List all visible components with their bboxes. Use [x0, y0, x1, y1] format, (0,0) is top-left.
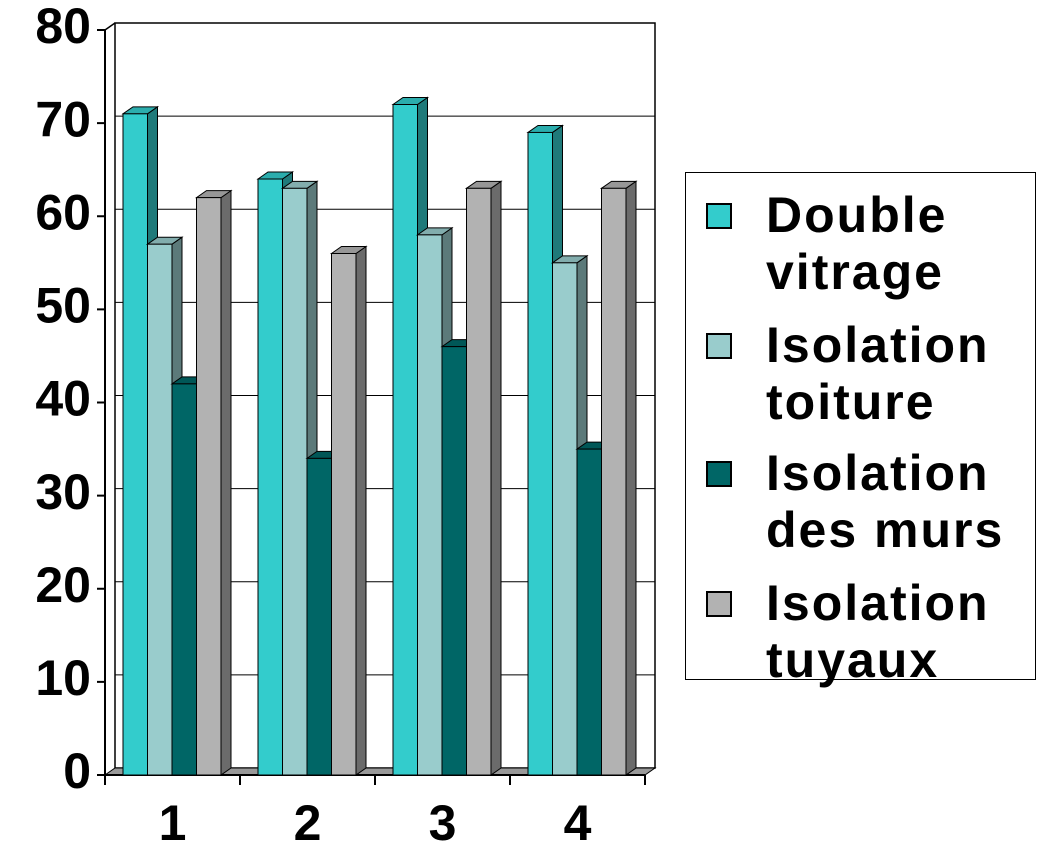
bar	[171, 383, 197, 776]
bar	[527, 131, 553, 776]
y-tick-label: 70	[35, 91, 91, 147]
y-tick-label: 20	[35, 557, 91, 613]
y-tick-label: 0	[63, 743, 91, 799]
legend-label: Isolation des murs	[766, 445, 1005, 558]
bar	[282, 187, 308, 776]
legend-item: Isolation tuyaux	[706, 575, 1036, 689]
x-tick-label: 4	[564, 795, 592, 842]
x-tick-label: 3	[429, 795, 457, 842]
legend-item: Isolation toiture	[706, 317, 1036, 431]
bar	[147, 243, 173, 776]
y-axis-join	[104, 22, 116, 31]
bar	[196, 197, 222, 776]
bar	[331, 253, 357, 776]
bar-side	[625, 180, 637, 776]
legend-swatch	[706, 203, 732, 229]
legend-swatch	[706, 333, 732, 359]
legend-label: Isolation toiture	[766, 317, 990, 430]
x-tick-label: 2	[294, 795, 322, 842]
y-tick-label: 40	[35, 371, 91, 427]
bar	[466, 187, 492, 776]
legend: Double vitrage Isolation toiture Isolation…	[685, 172, 1036, 688]
bar	[257, 178, 283, 776]
bar	[122, 113, 148, 776]
legend-swatch	[706, 591, 732, 617]
bar	[441, 346, 467, 776]
bar	[576, 448, 602, 776]
bar-side	[220, 189, 232, 776]
bar	[306, 457, 332, 776]
y-tick-label: 60	[35, 184, 91, 240]
y-tick-label: 80	[35, 0, 91, 54]
bar	[392, 104, 418, 776]
bar	[601, 187, 627, 776]
bar-side	[490, 180, 502, 776]
y-tick-label: 30	[35, 464, 91, 520]
y-tick-label: 10	[35, 650, 91, 706]
legend-label: Isolation tuyaux	[766, 575, 990, 688]
legend-swatch	[706, 461, 732, 487]
bar	[552, 262, 578, 776]
x-tick-label: 1	[159, 795, 187, 842]
bar-side	[355, 245, 367, 776]
legend-item: Isolation des murs	[706, 445, 1036, 559]
legend-item: Double vitrage	[706, 187, 1036, 301]
legend-label: Double vitrage	[766, 187, 948, 300]
bar	[417, 234, 443, 776]
chart: 0 10 20 30 40 50 60 70 80 1 2 3 4	[35, 0, 657, 842]
y-tick-label: 50	[35, 278, 91, 334]
